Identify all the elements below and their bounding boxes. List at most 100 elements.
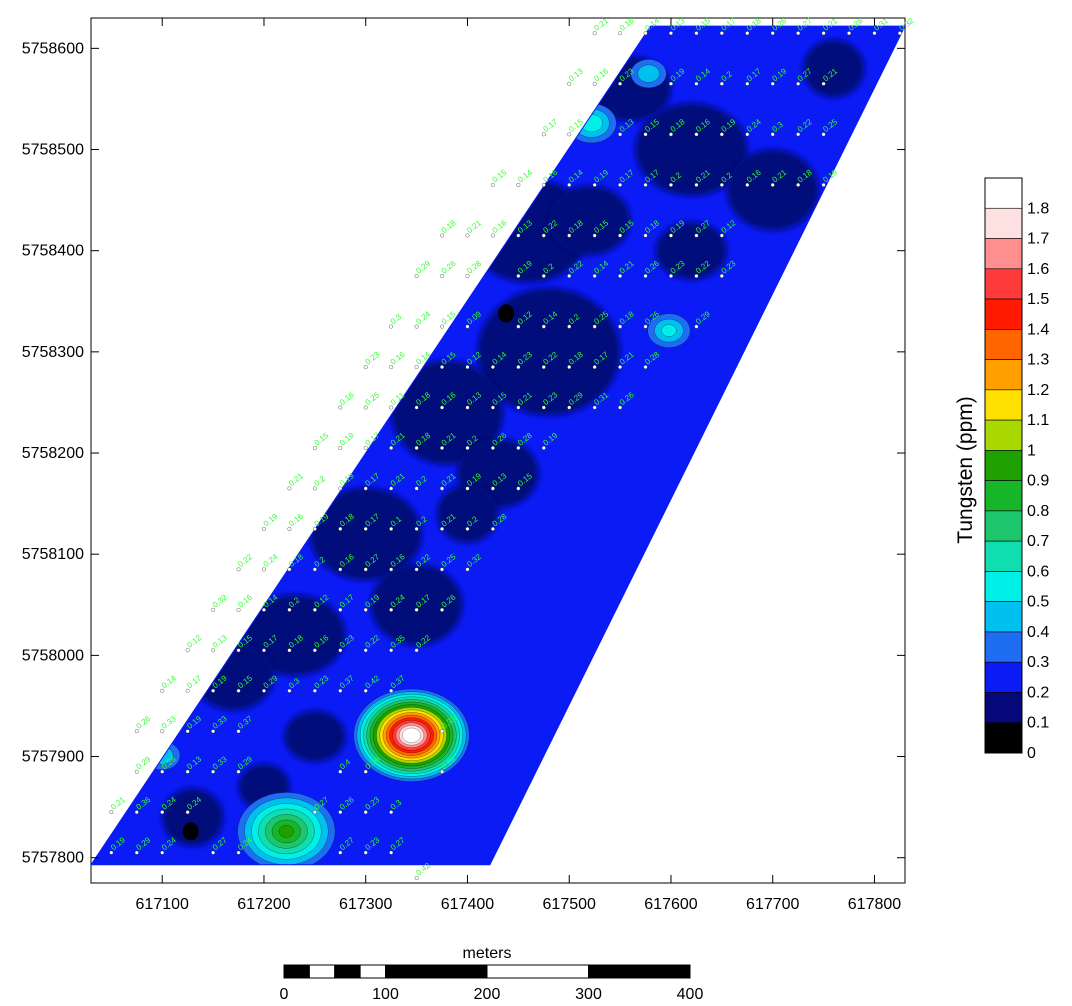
- survey-outline: [90, 25, 906, 866]
- sample-point: [592, 31, 597, 36]
- sample-point: [669, 132, 673, 137]
- low-zone: [726, 149, 819, 231]
- x-tick-label: 617100: [136, 896, 189, 913]
- anomaly-zones: [144, 59, 691, 865]
- sample-point: [719, 132, 724, 137]
- sample-point: [465, 324, 470, 329]
- low-spot: [182, 822, 199, 841]
- sample-point: [211, 607, 216, 612]
- sample-point: [262, 526, 266, 531]
- sample-point: [414, 648, 419, 653]
- contour-ring: [661, 324, 677, 337]
- colorbar-legend: 1.8 1.7 1.6 1.5 1.4 1.3 1.2 1.1 1 0.9 0.8 0.7 0.6 0.5…: [954, 177, 1049, 762]
- sample-point: [363, 486, 368, 491]
- colorbar-swatch: [984, 571, 1023, 602]
- sample-point: [338, 405, 343, 410]
- sample-point: [211, 729, 216, 734]
- sample-point: [287, 648, 292, 653]
- sample-point: [796, 81, 801, 86]
- sample-point: [338, 607, 343, 612]
- scale-bar: meters 0 100 200 300 400: [280, 945, 704, 1003]
- scalebar-segment: [334, 964, 361, 979]
- sample-point: [567, 182, 572, 187]
- sample-point: [694, 274, 699, 278]
- sample-point: [567, 405, 572, 410]
- scalebar-segment: [308, 964, 336, 979]
- sample-point: [618, 132, 623, 137]
- colorbar-swatch: [984, 359, 1023, 391]
- sample-point: [312, 607, 317, 612]
- sample-point: [490, 526, 495, 531]
- sample-point: [109, 810, 114, 815]
- sample-point: [363, 607, 368, 612]
- sample-point: [669, 182, 673, 187]
- sample-point: [796, 182, 801, 187]
- y-tick-label: 5758200: [22, 445, 84, 462]
- sample-point: [211, 850, 216, 855]
- sample-point: [694, 233, 699, 238]
- sample-point: [541, 324, 546, 329]
- sample-point: [541, 233, 546, 238]
- sample-point: [312, 486, 317, 491]
- x-tick-label: 617800: [848, 896, 901, 913]
- sample-point: [618, 233, 623, 238]
- sample-point: [287, 567, 292, 572]
- sample-point: [516, 324, 521, 329]
- sample-point: [440, 729, 444, 734]
- low-zone: [436, 484, 499, 543]
- sample-point: [262, 648, 266, 653]
- x-axis: 617100 617200 617300 617400 617500 617600 6177…: [136, 18, 901, 913]
- scalebar-label: 300: [575, 986, 602, 1003]
- y-tick-label: 5758500: [22, 142, 84, 159]
- low-zone: [284, 710, 346, 762]
- sample-point: [541, 405, 546, 410]
- contour-ring: [278, 825, 295, 838]
- sample-point: [338, 486, 343, 491]
- sample-point: [465, 486, 470, 491]
- sample-point: [618, 324, 623, 329]
- sample-point: [592, 405, 597, 410]
- sample-point: [770, 132, 775, 137]
- colorbar-swatch: [984, 238, 1023, 270]
- sample-point: [236, 769, 241, 774]
- sample-point: [440, 274, 444, 278]
- sample-point: [338, 810, 343, 815]
- sample-point: [440, 233, 444, 238]
- colorbar-label: 0.8: [1027, 503, 1049, 520]
- sample-point: [262, 567, 266, 572]
- sample-point: [719, 81, 724, 86]
- sample-point: [694, 182, 699, 187]
- low-zone: [477, 288, 621, 416]
- sample-point: [643, 274, 648, 278]
- sample-point: [465, 233, 470, 238]
- sample-point: [236, 729, 241, 734]
- sample-point: [567, 324, 572, 329]
- sample-point: [287, 486, 292, 491]
- scalebar-label: 200: [474, 986, 501, 1003]
- sample-point: [440, 405, 444, 410]
- sample-point: [236, 567, 241, 572]
- colorbar-label: 1.2: [1027, 382, 1049, 399]
- contour-ring: [402, 727, 421, 743]
- sample-point: [541, 132, 546, 137]
- sample-point: [567, 132, 572, 137]
- colorbar-swatch: [984, 419, 1023, 451]
- sample-point: [414, 365, 419, 369]
- y-tick-label: 5758300: [22, 344, 84, 361]
- sample-point: [770, 182, 775, 187]
- sample-point: [363, 446, 368, 450]
- anomaly: [237, 792, 336, 865]
- sample-point: [440, 486, 444, 491]
- colorbar-label: 1.7: [1027, 231, 1049, 248]
- sample-point: [592, 182, 597, 187]
- sample-point: [389, 405, 394, 410]
- sample-point: [694, 31, 699, 36]
- scalebar-label: 100: [372, 986, 399, 1003]
- sample-point: [312, 446, 317, 450]
- sample-point: [592, 233, 597, 238]
- colorbar-label: 1: [1027, 442, 1036, 459]
- sample-point: [160, 729, 165, 734]
- sample-point: [516, 182, 521, 187]
- colorbar-label: 0.2: [1027, 685, 1049, 702]
- sample-point: [490, 182, 495, 187]
